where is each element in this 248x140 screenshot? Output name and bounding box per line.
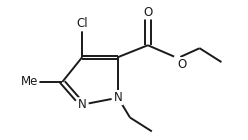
Text: O: O [143, 5, 153, 18]
Text: Cl: Cl [76, 17, 88, 30]
Text: Me: Me [21, 75, 38, 88]
Text: N: N [78, 98, 87, 111]
Text: N: N [114, 91, 123, 104]
Text: O: O [178, 58, 187, 71]
